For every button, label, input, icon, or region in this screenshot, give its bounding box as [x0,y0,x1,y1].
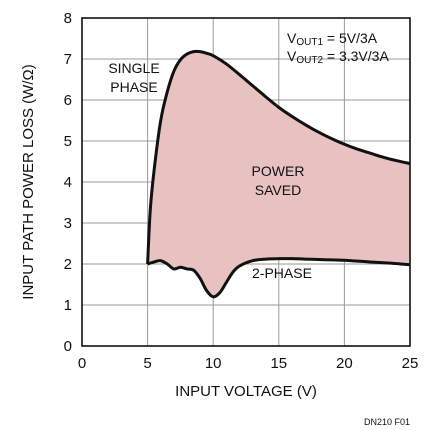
series-line-single-phase [146,49,411,265]
y-tick-label: 6 [64,92,72,109]
figure-id: DN210 F01 [364,417,410,427]
x-axis-label: INPUT VOLTAGE (V) [175,383,317,400]
y-tick-label: 2 [64,256,72,273]
annotation-saved: POWER [252,163,305,179]
annotation-two: 2-PHASE [252,265,312,281]
y-tick-label: 1 [64,297,72,314]
y-tick-labels: 0 1 2 3 4 5 6 7 8 [64,10,72,355]
x-tick-label: 20 [336,355,353,372]
annotation-saved: SAVED [255,182,301,198]
x-tick-label: 0 [78,355,86,372]
x-tick-label: 5 [143,355,151,372]
y-tick-label: 5 [64,133,72,150]
x-tick-label: 15 [270,355,287,372]
series-line-2-phase [147,257,411,299]
y-tick-label: 0 [64,338,72,355]
power-saved-area [147,51,410,297]
legend-line: VOUT2 = 3.3V/3A [287,48,389,66]
x-tick-label: 10 [205,355,222,372]
plot-frame [81,17,411,347]
x-tick-labels: 0 5 10 15 20 25 [78,355,419,372]
annotation-single: SINGLE [108,60,159,76]
legend-line: VOUT1 = 5V/3A [287,30,378,48]
y-axis-label: INPUT PATH POWER LOSS (W/Ω) [20,64,37,299]
x-tick-label: 25 [402,355,419,372]
annotations: SINGLE PHASE POWER SAVED 2-PHASE [108,60,312,281]
y-tick-label: 7 [64,51,72,68]
y-tick-label: 4 [64,174,72,191]
y-tick-label: 8 [64,10,72,27]
annotation-single: PHASE [110,79,157,95]
y-tick-label: 3 [64,215,72,232]
